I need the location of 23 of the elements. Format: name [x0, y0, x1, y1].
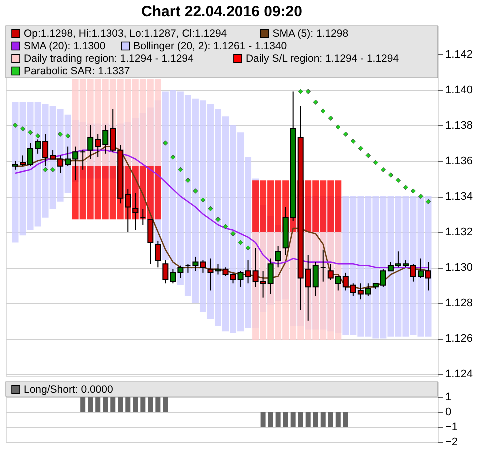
y-tick-label: 1.130 [446, 262, 474, 274]
legend-label: Daily trading region: 1.1294 - 1.1294 [24, 52, 194, 65]
y-tick-label: −1 [446, 422, 458, 434]
y-tick-label: 1.128 [446, 298, 474, 310]
legend-label: Parabolic SAR: 1.1337 [24, 65, 130, 78]
y-tick-label: 1.136 [446, 156, 474, 168]
y-tick-label: 0 [446, 406, 452, 418]
y-tick-label: 1.126 [446, 333, 474, 346]
legend-label: Daily S/L region: 1.1294 - 1.1294 [246, 52, 400, 65]
chart-title: Chart 22.04.2016 09:20 [142, 4, 302, 21]
y-tick-label: 1 [446, 392, 452, 404]
y-tick-label: −2 [446, 436, 458, 448]
legend-label: Bollinger (20, 2): 1.1261 - 1.1340 [134, 40, 288, 52]
legend-label: Long/Short: 0.0000 [24, 384, 114, 396]
y-tick-label: 1.140 [446, 84, 474, 96]
y-tick-label: 1.134 [446, 191, 474, 204]
legend-label: SMA (20): 1.1300 [24, 40, 106, 52]
legend-label: SMA (5): 1.1298 [272, 28, 349, 40]
y-tick-label: 1.132 [446, 226, 474, 239]
y-tick-label: 1.138 [446, 120, 474, 132]
y-tick-label: 1.142 [446, 48, 474, 61]
y-tick-label: 1.124 [446, 368, 474, 381]
legend-label: Op:1.1298, Hi:1.1303, Lo:1.1287, Cl:1.1294 [24, 28, 228, 40]
